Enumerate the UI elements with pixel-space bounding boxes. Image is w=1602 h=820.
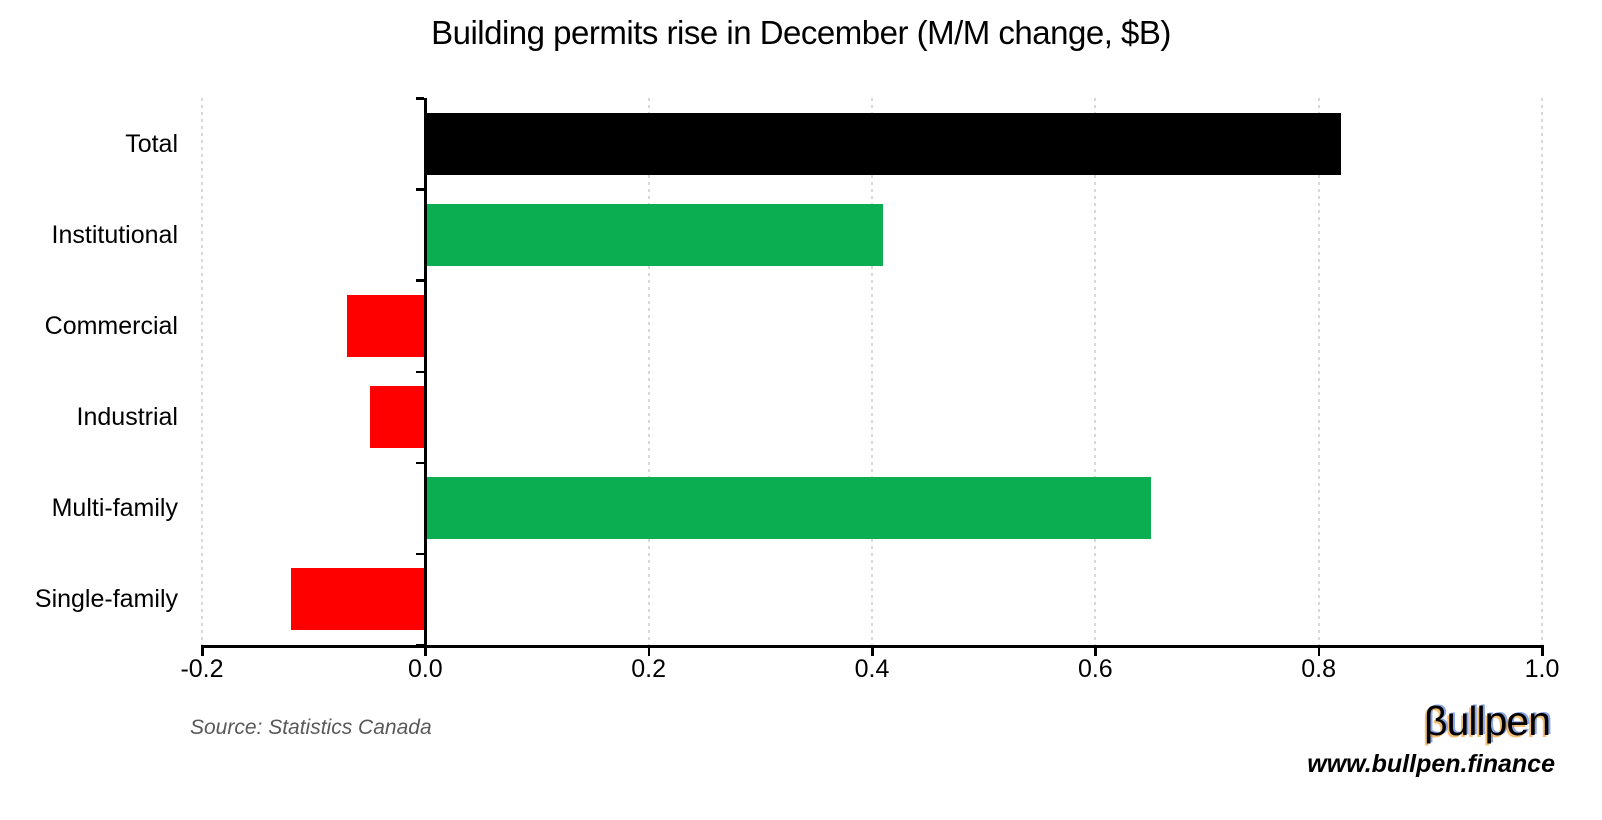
brand-website-url: www.bullpen.finance (1307, 750, 1555, 778)
category-label-total: Total (125, 129, 178, 158)
y-tick-0 (415, 97, 424, 100)
bar-multi-family (425, 477, 1152, 540)
gridline-x-0.2 (647, 98, 650, 645)
zero-axis-line (423, 98, 427, 656)
bar-total (425, 112, 1341, 175)
gridline-x--0.2 (201, 98, 203, 645)
gridline-x-0.6 (1094, 98, 1097, 645)
bar-industrial (369, 386, 426, 449)
source-note: Source: Statistics Canada (190, 716, 432, 739)
x-tick-label-0.4: 0.4 (854, 655, 890, 683)
x-tick-label--0.2: -0.2 (180, 655, 224, 683)
brand-logo: βullpen (1423, 698, 1551, 744)
category-label-commercial: Commercial (44, 311, 178, 340)
x-tick-0.6 (1094, 645, 1097, 656)
category-label-institutional: Institutional (51, 220, 178, 249)
x-tick-0.8 (1317, 645, 1321, 656)
x-tick-label-0.6: 0.6 (1077, 655, 1113, 683)
category-label-industrial: Industrial (76, 403, 178, 432)
y-tick-6 (415, 644, 424, 647)
y-tick-2 (415, 279, 424, 282)
bar-single-family (291, 568, 426, 631)
x-tick-0.2 (647, 645, 651, 656)
y-tick-1 (415, 188, 424, 191)
bar-commercial (347, 294, 426, 357)
y-tick-4 (415, 461, 424, 465)
x-tick-0.4 (871, 645, 874, 656)
category-label-single-family: Single-family (34, 585, 178, 614)
chart-title: Building permits rise in December (M/M c… (431, 14, 1171, 51)
gridline-x-0.4 (871, 98, 873, 645)
x-tick-label-1: 1.0 (1524, 655, 1560, 683)
gridline-x-1 (1541, 98, 1543, 645)
x-tick-label-0: 0.0 (407, 655, 443, 683)
gridline-x-0.8 (1317, 98, 1320, 645)
x-tick-label-0.2: 0.2 (631, 655, 667, 683)
category-label-multi-family: Multi-family (51, 494, 178, 523)
y-tick-3 (415, 370, 424, 373)
x-tick-1 (1541, 645, 1544, 656)
x-tick-label-0.8: 0.8 (1301, 655, 1337, 683)
x-tick--0.2 (201, 645, 204, 656)
bar-institutional (425, 203, 884, 266)
y-tick-5 (415, 552, 424, 556)
